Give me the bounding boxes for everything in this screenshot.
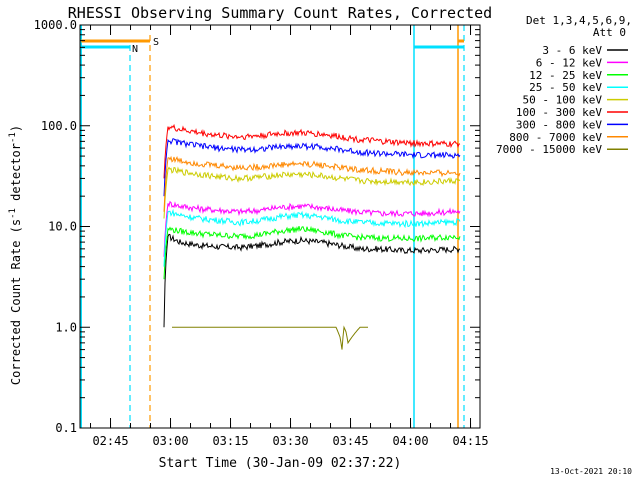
y-tick-label: 0.1: [55, 421, 77, 435]
plot-frame: [79, 24, 481, 429]
legend-entry-label: 12 - 25 keV: [529, 69, 602, 82]
x-axis-label: Start Time (30-Jan-09 02:37:22): [159, 456, 402, 471]
legend-entry-label: 50 - 100 keV: [523, 94, 603, 107]
y-tick-label: 100.0: [41, 119, 77, 133]
y-axis-label-main: Corrected Count Rate (s: [9, 219, 23, 385]
y-axis-label-mid: detector: [9, 143, 23, 208]
series-line: [172, 325, 368, 350]
footer-date: 13-Oct-2021 20:10: [550, 467, 632, 476]
x-tick-label: 04:00: [392, 434, 428, 448]
series-line: [163, 123, 461, 179]
axes: 0.1 1.0 10.0 100.0 1000.0 02:45 03:00 03:15 03:3…: [34, 18, 489, 448]
y-tick-label: 10.0: [48, 220, 77, 234]
x-tick-label: 03:15: [212, 434, 248, 448]
x-tick-label: 03:45: [332, 434, 368, 448]
series-line: [163, 225, 461, 280]
y-axis-label-end: ): [9, 125, 23, 132]
flag-s-label: S: [153, 37, 159, 48]
x-tick-label: 03:00: [152, 434, 188, 448]
y-tick-label: 1000.0: [34, 18, 77, 32]
y-axis-label-sup2: -1: [8, 132, 18, 143]
y-axis-label: Corrected Count Rate (s-1 detector-1): [8, 125, 23, 385]
series-line: [163, 200, 461, 257]
series-line: [163, 166, 461, 219]
legend-entry-label: 25 - 50 keV: [529, 81, 602, 94]
x-tick-label: 04:15: [452, 434, 488, 448]
legend-entry-label: 100 - 300 keV: [516, 106, 602, 119]
legend-entry-label: 6 - 12 keV: [536, 56, 603, 69]
series-line: [163, 155, 461, 212]
series-line: [163, 233, 461, 328]
series-line: [163, 138, 461, 197]
x-tick-label: 02:45: [92, 434, 128, 448]
chart-title: RHESSI Observing Summary Count Rates, Co…: [68, 4, 492, 22]
legend-entry-label: 7000 - 15000 keV: [496, 143, 602, 156]
legend-entry-label: 300 - 800 keV: [516, 118, 602, 131]
legend-title: Det 1,3,4,5,6,9,: [526, 14, 632, 27]
flag-n-label: N: [132, 44, 138, 55]
series-line: [163, 208, 461, 267]
x-tick-label: 03:30: [272, 434, 308, 448]
legend-subtitle: Att 0: [593, 26, 626, 39]
legend-entry-label: 3 - 6 keV: [542, 44, 602, 57]
y-axis-label-sup1: -1: [8, 208, 18, 219]
plot-area: NS: [80, 25, 465, 428]
y-tick-label: 1.0: [55, 320, 77, 334]
legend-entry-label: 800 - 7000 keV: [509, 131, 602, 144]
